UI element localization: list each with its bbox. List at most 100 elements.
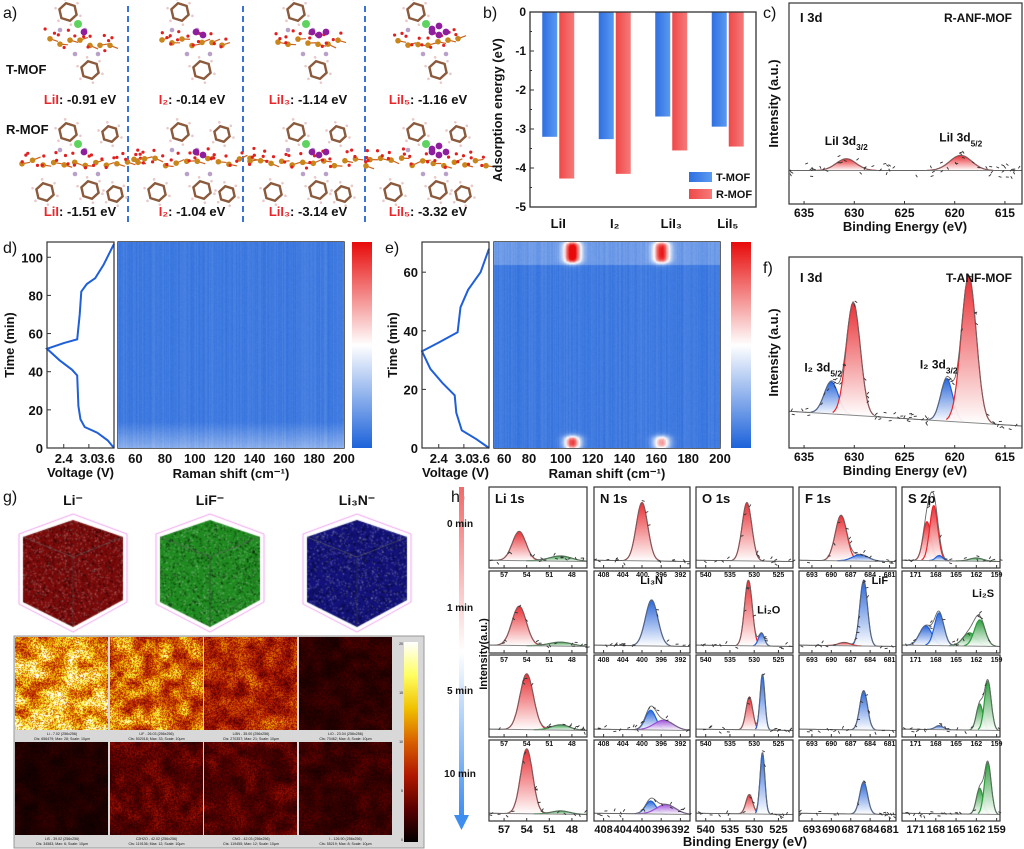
metal-atom — [135, 159, 141, 166]
x-axis-label: Voltage (V) — [422, 465, 489, 480]
raw-data-point — [605, 644, 608, 648]
oxygen-atom — [26, 151, 30, 155]
raw-data-point — [619, 814, 622, 818]
metal-atom — [179, 36, 185, 42]
hydrogen-atom — [117, 124, 121, 128]
raw-data-point — [489, 559, 493, 562]
x-tick-label: 690 — [825, 741, 837, 748]
raw-data-point — [971, 161, 975, 164]
hydrogen-atom — [197, 176, 201, 179]
oxygen-atom — [86, 45, 90, 49]
raw-data-point — [874, 731, 877, 735]
metal-atom — [315, 41, 321, 48]
peak-fill-red — [927, 155, 993, 171]
iodine-atom — [199, 31, 207, 39]
x-tick-label: 404 — [617, 741, 629, 748]
oxygen-atom — [134, 152, 138, 157]
panel-label: a) — [3, 5, 17, 22]
raw-data-point — [985, 166, 988, 170]
hydrogen-atom — [465, 124, 469, 128]
x-tick-label: 392 — [671, 824, 689, 836]
map-caption: Cts: 34583; Max: 6; Scale: 10µm — [36, 842, 88, 846]
energy-value: -3.14 eV — [298, 204, 347, 219]
raw-data-point — [791, 413, 795, 416]
nitrogen-atom — [285, 147, 291, 153]
hydrogen-atom — [348, 136, 351, 139]
raw-data-point — [671, 559, 675, 561]
oxygen-atom — [284, 41, 288, 45]
raw-data-point — [891, 730, 895, 733]
hydrogen-atom — [143, 186, 146, 190]
raw-data-point — [540, 557, 544, 560]
raw-data-point — [931, 170, 935, 173]
raw-data-point — [825, 169, 829, 172]
oxygen-atom — [169, 158, 173, 162]
raw-data-point — [832, 381, 836, 385]
raw-data-point — [548, 723, 552, 727]
hydrogen-atom — [76, 184, 79, 188]
raw-data-point — [669, 801, 673, 805]
oxygen-atom — [347, 163, 351, 167]
raw-data-point — [833, 729, 837, 732]
raw-data-point — [869, 555, 872, 559]
oxygen-atom — [263, 149, 267, 153]
nitrogen-atom — [323, 171, 329, 177]
metal-atom — [61, 162, 67, 168]
raw-data-point — [534, 785, 538, 789]
oxygen-atom — [168, 34, 172, 38]
envelope-fit — [696, 502, 793, 562]
x-tick-label: 162 — [971, 657, 983, 664]
raw-data-point — [949, 562, 953, 565]
raw-data-point — [708, 725, 712, 729]
raw-data-point — [529, 553, 532, 557]
raw-data-point — [943, 812, 947, 815]
raw-data-point — [907, 420, 911, 423]
oxygen-atom — [400, 31, 404, 35]
raw-data-point — [641, 500, 645, 502]
raw-data-point — [956, 727, 959, 731]
oxygen-atom — [304, 166, 309, 170]
raw-data-point — [819, 644, 823, 648]
raw-data-point — [931, 491, 935, 493]
map-caption: Cts: 656479; Max: 28; Scale: 10µm — [34, 737, 90, 741]
raw-data-point — [888, 419, 892, 422]
oxygen-atom — [328, 164, 333, 169]
benzene-ring — [35, 181, 55, 203]
hydrogen-atom — [99, 140, 103, 144]
raw-data-point — [890, 645, 894, 648]
lithium-atom — [422, 20, 430, 28]
raw-data-point — [604, 724, 608, 728]
nitrogen-atom — [169, 147, 175, 153]
x-axis-label: Voltage (V) — [47, 465, 114, 480]
hydrogen-atom — [191, 134, 194, 138]
raw-data-point — [562, 723, 566, 726]
x-tick-label: 159 — [987, 824, 1005, 836]
hydrogen-atom — [274, 203, 278, 206]
plot-frame — [798, 570, 897, 654]
hydrogen-atom — [439, 201, 443, 204]
raw-data-point — [906, 418, 910, 421]
raw-data-point — [697, 811, 701, 814]
x-tick-label: 525 — [773, 572, 785, 579]
raw-data-point — [573, 727, 577, 730]
hydrogen-atom — [307, 134, 310, 138]
molecular-structure — [159, 0, 231, 84]
hydrogen-atom — [176, 0, 179, 1]
raw-data-point — [836, 812, 840, 816]
hydrogen-atom — [97, 129, 100, 132]
x-tick-label: 404 — [617, 657, 629, 664]
hydrogen-atom — [188, 64, 191, 68]
oxygen-atom — [209, 157, 213, 161]
plot-frame — [901, 486, 1001, 569]
oxygen-atom — [380, 154, 384, 158]
iodine-atom — [322, 28, 330, 36]
iodine-atom — [80, 28, 88, 36]
map-caption: Cts: 55219; Max: 8; Scale: 10µm — [319, 842, 371, 846]
raw-data-point — [990, 170, 994, 174]
plot-frame — [695, 570, 794, 654]
map-caption: C2H2O - 42.02 (256x256) — [136, 837, 177, 841]
oxygen-atom — [43, 27, 47, 31]
benzene-ring — [170, 1, 190, 23]
plot-frame — [695, 654, 794, 738]
hydrogen-atom — [307, 77, 310, 81]
